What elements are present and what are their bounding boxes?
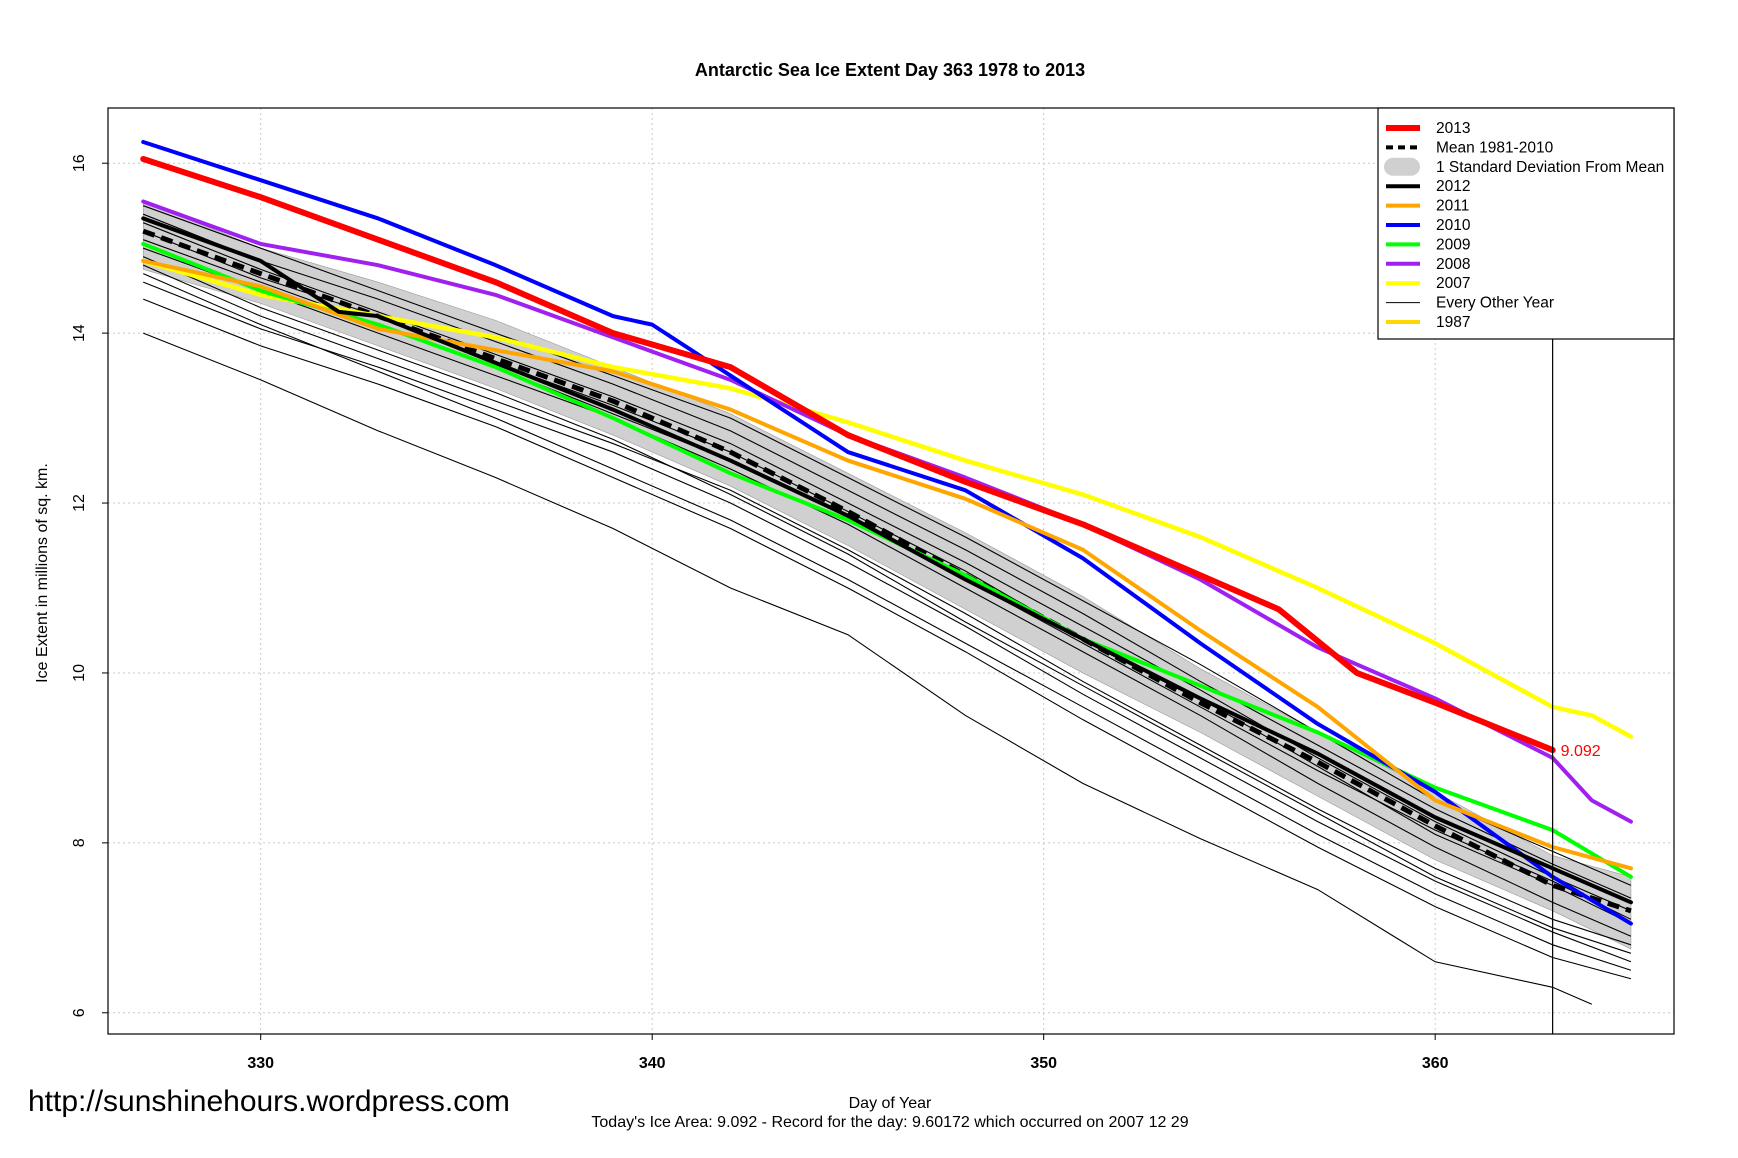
other-year-line xyxy=(143,213,1632,899)
legend-label: 2009 xyxy=(1436,236,1470,253)
legend-box xyxy=(1377,107,1675,340)
chart-subtitle: Today's Ice Area: 9.092 - Record for the… xyxy=(591,1114,1188,1131)
legend-label: 1987 xyxy=(1436,314,1470,331)
chart-title: Antarctic Sea Ice Extent Day 363 1978 to… xyxy=(695,60,1085,80)
x-tick-label: 350 xyxy=(1030,1055,1057,1072)
y-tick-label: 10 xyxy=(71,664,88,682)
x-axis-label: Day of Year xyxy=(849,1095,932,1112)
other-year-line xyxy=(143,264,1632,946)
series-line-2008 xyxy=(141,199,1633,824)
y-tick-label: 6 xyxy=(71,1008,88,1017)
other-year-line xyxy=(143,281,1632,963)
series-line-2007 xyxy=(140,258,1634,739)
legend: 2013 Mean 1981-2010 1 Standard Deviation F… xyxy=(1377,107,1675,340)
plot-frame xyxy=(107,107,1675,1035)
current-value-label: 9.092 xyxy=(1561,743,1601,760)
y-axis-label: Ice Extent in millions of sq. km. xyxy=(34,463,51,683)
legend-label: 2012 xyxy=(1436,178,1470,195)
legend-label: Mean 1981-2010 xyxy=(1436,139,1554,156)
y-tick-label: 8 xyxy=(71,838,88,847)
watermark-url: http://sunshinehours.wordpress.com xyxy=(28,1085,510,1118)
legend-label: 1 Standard Deviation From Mean xyxy=(1436,159,1664,176)
series-line-2011 xyxy=(141,258,1633,871)
other-year-line xyxy=(143,205,1632,886)
y-tick-label: 16 xyxy=(71,154,88,172)
x-tick-label: 360 xyxy=(1422,1055,1449,1072)
other-year-line xyxy=(143,247,1632,937)
legend-label: Every Other Year xyxy=(1436,295,1554,312)
y-axis-ticks: 6 8 10 12 14 16 xyxy=(71,154,108,1017)
legend-label: 2007 xyxy=(1436,275,1470,292)
x-axis-ticks: 330 340 350 360 xyxy=(247,1034,1449,1072)
y-tick-label: 12 xyxy=(71,494,88,512)
y-tick-label: 14 xyxy=(71,324,88,342)
legend-label: 2011 xyxy=(1436,198,1469,215)
legend-label: 2008 xyxy=(1436,256,1470,273)
other-year-line xyxy=(143,332,1593,1005)
x-tick-label: 340 xyxy=(639,1055,666,1072)
series-line-2013 xyxy=(140,155,1556,754)
other-year-line xyxy=(143,273,1632,971)
other-year-line xyxy=(143,298,1632,980)
legend-label: 2010 xyxy=(1436,217,1471,234)
series-layer xyxy=(140,139,1634,926)
other-year-line xyxy=(143,256,1632,954)
legend-swatch-band xyxy=(1384,157,1420,176)
x-tick-label: 330 xyxy=(247,1055,274,1072)
series-line-2012 xyxy=(141,216,1633,905)
legend-label: 2013 xyxy=(1436,120,1470,137)
